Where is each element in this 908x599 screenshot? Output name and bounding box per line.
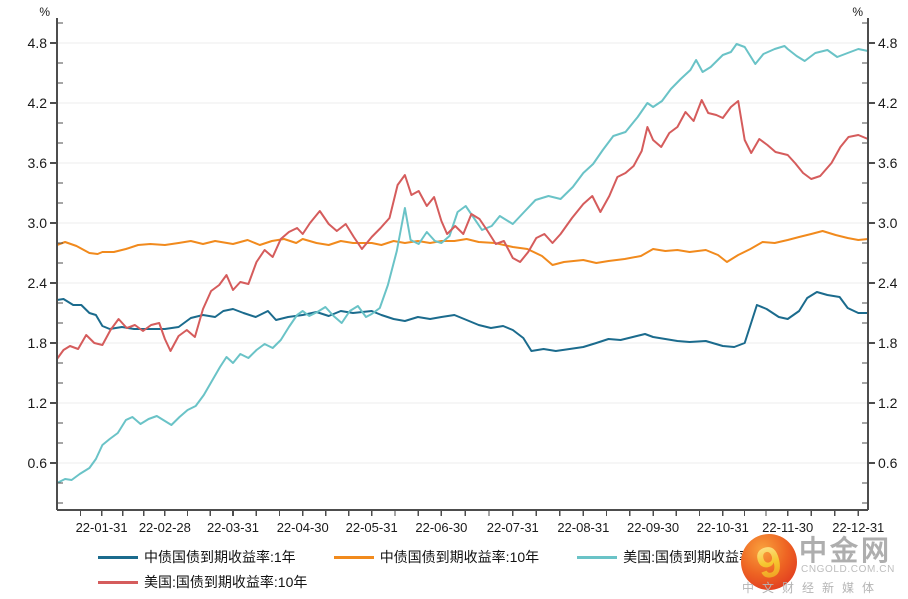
legend-label: 美国:国债到期收益率 bbox=[623, 549, 754, 565]
chart-legend: 中债国债到期收益率:1年 中债国债到期收益率:10年 美国:国债到期收益率美国:国债… bbox=[98, 549, 880, 591]
y-tick-label-right: 1.2 bbox=[878, 395, 898, 411]
y-unit-label-right: % bbox=[852, 5, 863, 19]
y-tick-label-right: 0.6 bbox=[878, 455, 898, 471]
legend-item-china-10y[interactable]: 中债国债到期收益率:10年 bbox=[333, 549, 540, 567]
x-tick-label: 22-08-31 bbox=[557, 520, 609, 535]
legend-item-us-10y[interactable]: 美国:国债到期收益率:10年 bbox=[98, 574, 307, 592]
legend-label: 美国:国债到期收益率:10年 bbox=[144, 573, 308, 590]
cngold-logo-icon: 9 bbox=[741, 534, 797, 590]
series-line-china-1y bbox=[56, 291, 869, 352]
legend-label: 中债国债到期收益率:1年 bbox=[144, 549, 296, 565]
y-tick-label-right: 4.8 bbox=[878, 35, 898, 51]
y-tick-label-right: 4.2 bbox=[878, 95, 898, 111]
x-tick-label: 22-09-30 bbox=[627, 520, 679, 535]
x-tick-label: 22-02-28 bbox=[139, 520, 191, 535]
y-tick-label-right: 2.4 bbox=[878, 275, 898, 291]
watermark-domain: CNGOLD.COM.CN bbox=[801, 564, 895, 575]
watermark-brand: 中金网 bbox=[799, 535, 893, 566]
y-tick-label-left: 4.2 bbox=[28, 95, 48, 111]
legend-line-swatch bbox=[577, 556, 618, 560]
x-tick-label: 22-07-31 bbox=[487, 520, 539, 535]
y-tick-label-left: 2.4 bbox=[28, 275, 48, 291]
y-tick-label-left: 1.2 bbox=[28, 395, 48, 411]
watermark: 9 中金网 CNGOLD.COM.CN 中文财经新媒体 bbox=[740, 531, 900, 597]
x-tick-label: 22-03-31 bbox=[207, 520, 259, 535]
legend-label: 中债国债到期收益率:10年 bbox=[379, 549, 540, 565]
legend-item-china-1y[interactable]: 中债国债到期收益率:1年 bbox=[98, 549, 296, 567]
legend-line-swatch bbox=[333, 556, 374, 560]
legend-line-swatch bbox=[98, 556, 138, 560]
x-tick-label: 22-01-31 bbox=[76, 520, 128, 535]
x-tick-label: 22-11-30 bbox=[762, 520, 813, 535]
watermark-tagline: 中文财经新媒体 bbox=[742, 581, 883, 595]
y-tick-label-right: 3.6 bbox=[878, 155, 898, 171]
x-tick-label: 22-05-31 bbox=[346, 520, 398, 535]
x-tick-label: 22-10-31 bbox=[697, 520, 749, 535]
y-tick-label-right: 3.0 bbox=[878, 215, 898, 231]
x-tick-label: 22-12-31 bbox=[832, 520, 884, 535]
legend-item-us-short[interactable]: 美国:国债到期收益率 bbox=[577, 549, 753, 567]
series-line-us-10y bbox=[56, 99, 869, 360]
y-tick-label-right: 1.8 bbox=[878, 335, 898, 351]
x-tick-label: 22-04-30 bbox=[277, 520, 329, 535]
series-line-china-10y bbox=[56, 230, 869, 266]
y-unit-label-left: % bbox=[39, 5, 50, 19]
y-tick-label-left: 3.0 bbox=[28, 215, 48, 231]
legend-line-swatch bbox=[98, 580, 138, 584]
y-tick-label-left: 3.6 bbox=[28, 155, 48, 171]
series-line-us-short bbox=[56, 43, 869, 484]
x-tick-label: 22-06-30 bbox=[415, 520, 467, 535]
y-tick-label-left: 1.8 bbox=[28, 335, 48, 351]
y-tick-label-left: 0.6 bbox=[28, 455, 48, 471]
y-tick-label-left: 4.8 bbox=[28, 35, 48, 51]
